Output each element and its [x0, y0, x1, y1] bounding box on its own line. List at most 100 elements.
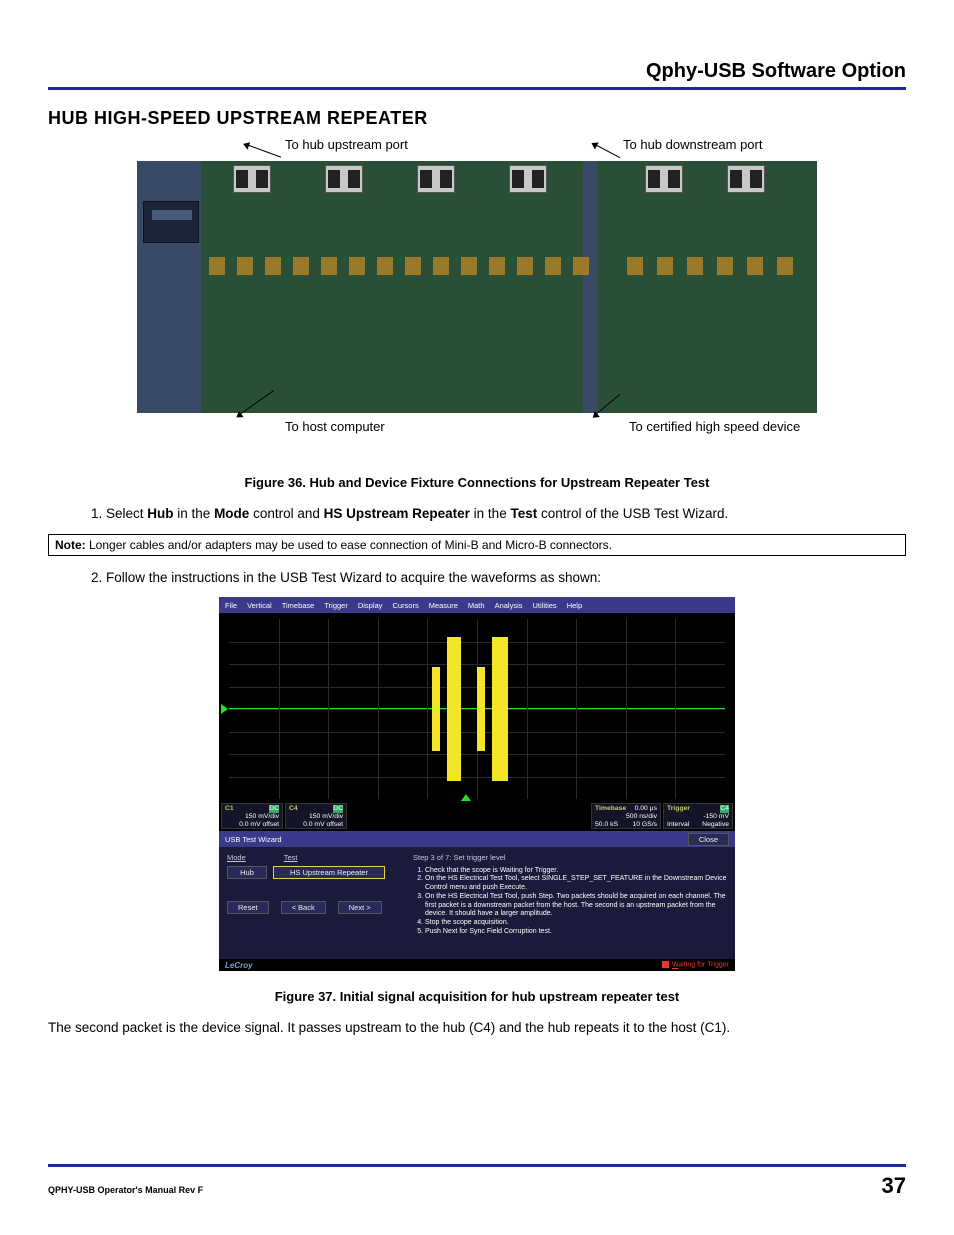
usb-connector [233, 165, 271, 193]
menu-item[interactable]: Analysis [495, 601, 523, 610]
sma-connector [265, 257, 281, 275]
sma-connector [349, 257, 365, 275]
hardware-photo [137, 161, 817, 413]
sma-connector [209, 257, 225, 275]
sma-connector [517, 257, 533, 275]
lecroy-logo: LeCroy [225, 961, 253, 970]
sma-connector [687, 257, 703, 275]
step-1: Select Hub in the Mode control and HS Up… [106, 504, 906, 524]
steps-list-2: Follow the instructions in the USB Test … [106, 568, 906, 588]
callout-arrow [249, 145, 281, 158]
reset-button[interactable]: Reset [227, 901, 269, 914]
signal-burst [447, 637, 461, 781]
menu-item[interactable]: Help [567, 601, 582, 610]
step-title: Step 3 of 7: Set trigger level [413, 853, 727, 862]
test-label: Test [284, 853, 298, 862]
readout-timebase: Timebase 0.00 µs 500 ns/div 50.0 kS 10 G… [591, 803, 661, 829]
trigger-marker [461, 794, 471, 801]
pcb-block [597, 161, 817, 413]
mode-label: Mode [227, 853, 246, 862]
t: HS Upstream Repeater [324, 506, 470, 521]
instruction-item: Stop the scope acquisition. [425, 919, 727, 928]
figure-36: To hub upstream port To hub downstream p… [137, 135, 817, 457]
next-button[interactable]: Next > [338, 901, 382, 914]
usb-connector [727, 165, 765, 193]
t: Mode [214, 506, 249, 521]
sma-connector [237, 257, 253, 275]
sma-connector [747, 257, 763, 275]
signal-burst [477, 667, 485, 751]
t: 0.0 mV offset [289, 821, 343, 829]
wizard-title: USB Test Wizard [225, 835, 282, 844]
instruction-item: Push Next for Sync Field Corruption test… [425, 928, 727, 937]
callout-arrow [597, 145, 620, 158]
menu-item[interactable]: Math [468, 601, 485, 610]
t: 0.0 mV offset [225, 821, 279, 829]
menu-item[interactable]: Utilities [533, 601, 557, 610]
t: Timebase [595, 805, 626, 812]
steps-list: Select Hub in the Mode control and HS Up… [106, 504, 906, 524]
test-button[interactable]: HS Upstream Repeater [273, 866, 385, 879]
sma-connector [657, 257, 673, 275]
callout-host-computer: To host computer [285, 419, 385, 434]
t: Interval [667, 821, 689, 828]
status-waiting: Waiting for Trigger [662, 961, 729, 968]
menu-item[interactable]: Measure [429, 601, 458, 610]
readout-c1: C1 DC 150 mV/div 0.0 mV offset [221, 803, 283, 829]
channel-indicator [221, 704, 228, 714]
figure-37-caption: Figure 37. Initial signal acquisition fo… [48, 989, 906, 1004]
t: 10 GS/s [632, 821, 657, 829]
scope-plot [229, 619, 725, 799]
instruction-list: Check that the scope is Waiting for Trig… [425, 867, 727, 937]
sma-connector [627, 257, 643, 275]
readout-row: C1 DC 150 mV/div 0.0 mV offset C4 DC 150… [219, 803, 735, 829]
menu-item[interactable]: Cursors [392, 601, 418, 610]
instruction-item: On the HS Electrical Test Tool, push Ste… [425, 893, 727, 919]
t: 500 ns/div [595, 813, 657, 821]
page-number: 37 [882, 1173, 906, 1199]
t: 50.0 kS [595, 821, 618, 828]
t: C4 [289, 805, 298, 812]
t: DC [269, 805, 279, 813]
sma-connector [293, 257, 309, 275]
scope-statusbar: LeCroy Waiting for Trigger [219, 959, 735, 971]
footer-rule [48, 1164, 906, 1167]
step-2: Follow the instructions in the USB Test … [106, 568, 906, 588]
close-button[interactable]: Close [688, 833, 729, 846]
menu-item[interactable]: Display [358, 601, 383, 610]
t: Hub [147, 506, 173, 521]
usb-connector [325, 165, 363, 193]
sma-connector [573, 257, 589, 275]
t: control and [249, 506, 323, 521]
sma-connector [405, 257, 421, 275]
t: Trigger [667, 805, 690, 812]
t: -150 mV [667, 813, 729, 821]
menu-item[interactable]: Timebase [282, 601, 315, 610]
t: DC [333, 805, 343, 813]
t: 150 mV/div [289, 813, 343, 821]
callout-hub-downstream: To hub downstream port [623, 137, 762, 152]
scope-menubar: File Vertical Timebase Trigger Display Cursor… [219, 597, 735, 613]
t: Negative [702, 821, 729, 829]
t: C4 [720, 805, 729, 813]
figure-36-caption: Figure 36. Hub and Device Fixture Connec… [48, 475, 906, 490]
body-paragraph: The second packet is the device signal. … [48, 1018, 906, 1038]
sma-connector [545, 257, 561, 275]
mode-button[interactable]: Hub [227, 866, 267, 879]
t: control of the USB Test Wizard. [537, 506, 728, 521]
menu-item[interactable]: Vertical [247, 601, 272, 610]
callout-hub-upstream: To hub upstream port [285, 137, 408, 152]
scope-screenshot: File Vertical Timebase Trigger Display Cursor… [219, 597, 735, 971]
readout-trigger: Trigger C4 -150 mV Interval Negative [663, 803, 733, 829]
signal-burst [492, 637, 508, 781]
menu-item[interactable]: Trigger [324, 601, 347, 610]
sma-connector [433, 257, 449, 275]
sma-connector [321, 257, 337, 275]
menu-item[interactable]: File [225, 601, 237, 610]
wizard-instructions: Step 3 of 7: Set trigger level Check tha… [405, 847, 735, 959]
usb-connector [417, 165, 455, 193]
note-text: Longer cables and/or adapters may be use… [86, 538, 612, 552]
sma-connector [777, 257, 793, 275]
back-button[interactable]: < Back [281, 901, 326, 914]
t: in the [174, 506, 215, 521]
